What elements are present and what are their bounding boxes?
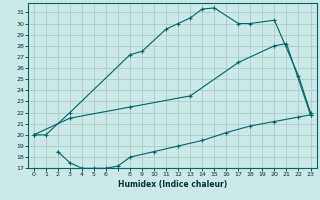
X-axis label: Humidex (Indice chaleur): Humidex (Indice chaleur) <box>117 180 227 189</box>
